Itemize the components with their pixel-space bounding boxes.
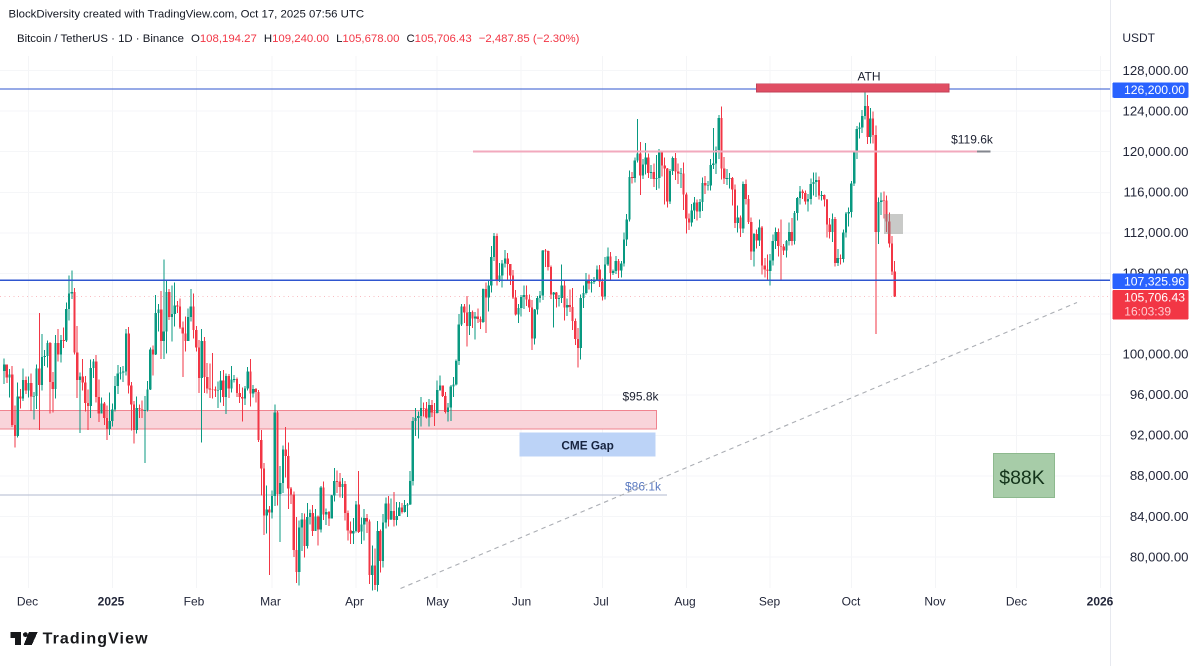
svg-text:92,000.00: 92,000.00 bbox=[1130, 428, 1189, 443]
svg-text:107,325.96: 107,325.96 bbox=[1124, 274, 1185, 288]
svg-text:$119.6k: $119.6k bbox=[951, 132, 994, 146]
svg-text:2026: 2026 bbox=[1087, 595, 1114, 609]
svg-text:Jul: Jul bbox=[593, 595, 608, 609]
svg-text:2025: 2025 bbox=[98, 595, 125, 609]
svg-text:$95.8k: $95.8k bbox=[622, 390, 659, 404]
svg-text:96,000.00: 96,000.00 bbox=[1130, 387, 1189, 402]
svg-text:Feb: Feb bbox=[184, 595, 205, 609]
svg-text:120,000.00: 120,000.00 bbox=[1122, 144, 1188, 159]
svg-text:USDT: USDT bbox=[1122, 31, 1155, 45]
svg-text:Mar: Mar bbox=[260, 595, 281, 609]
svg-text:CME Gap: CME Gap bbox=[561, 438, 613, 452]
svg-text:$88K: $88K bbox=[999, 467, 1045, 489]
svg-text:112,000.00: 112,000.00 bbox=[1123, 225, 1188, 240]
svg-text:TradingView: TradingView bbox=[43, 631, 149, 648]
svg-text:May: May bbox=[426, 595, 449, 609]
svg-text:Nov: Nov bbox=[924, 595, 945, 609]
svg-text:Aug: Aug bbox=[674, 595, 695, 609]
svg-text:Bitcoin / TetherUS · 1D · Bina: Bitcoin / TetherUS · 1D · Binance O108,19… bbox=[17, 33, 580, 45]
svg-text:Dec: Dec bbox=[17, 595, 38, 609]
svg-text:80,000.00: 80,000.00 bbox=[1130, 549, 1189, 564]
svg-text:Sep: Sep bbox=[759, 595, 781, 609]
svg-text:Jun: Jun bbox=[512, 595, 531, 609]
svg-text:116,000.00: 116,000.00 bbox=[1123, 185, 1188, 200]
svg-text:128,000.00: 128,000.00 bbox=[1122, 63, 1188, 78]
svg-text:100,000.00: 100,000.00 bbox=[1122, 347, 1188, 362]
svg-text:BlockDiversity created with Tr: BlockDiversity created with TradingView.… bbox=[9, 9, 365, 21]
svg-text:Oct: Oct bbox=[842, 595, 861, 609]
svg-text:88,000.00: 88,000.00 bbox=[1130, 468, 1189, 483]
svg-text:Dec: Dec bbox=[1006, 595, 1027, 609]
svg-text:ATH: ATH bbox=[857, 69, 880, 83]
svg-text:84,000.00: 84,000.00 bbox=[1130, 509, 1189, 524]
svg-text:124,000.00: 124,000.00 bbox=[1122, 104, 1188, 119]
svg-text:16:03:39: 16:03:39 bbox=[1124, 305, 1171, 319]
svg-text:105,706.43: 105,706.43 bbox=[1124, 291, 1185, 305]
svg-text:126,200.00: 126,200.00 bbox=[1124, 83, 1185, 97]
svg-text:Apr: Apr bbox=[345, 595, 364, 609]
